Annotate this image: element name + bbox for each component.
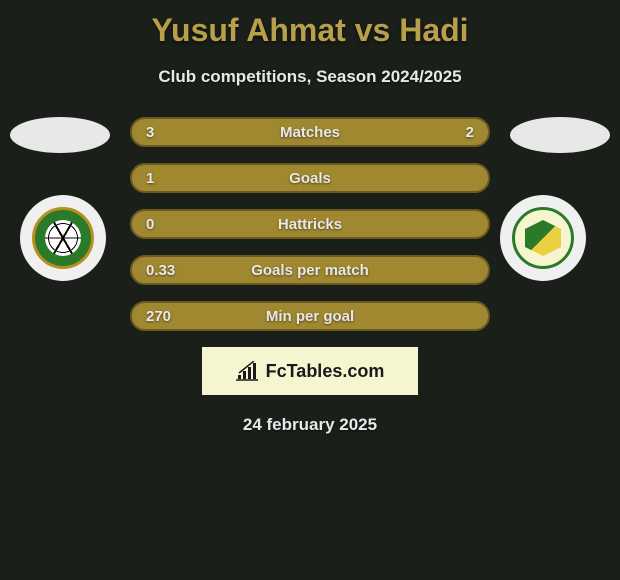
badge-circle-right — [500, 195, 586, 281]
stat-label: Goals per match — [251, 262, 369, 279]
player-silhouette-right — [510, 117, 610, 153]
stat-value-left: 3 — [146, 124, 186, 141]
comparison-title: Yusuf Ahmat vs Hadi — [0, 0, 620, 49]
stat-label: Goals — [289, 170, 331, 187]
stat-row: 0 Hattricks — [130, 209, 490, 239]
stat-row: 3 Matches 2 — [130, 117, 490, 147]
chart-icon — [236, 361, 260, 381]
stat-value-left: 270 — [146, 308, 186, 325]
stat-row: 1 Goals — [130, 163, 490, 193]
source-logo-box: FcTables.com — [202, 347, 418, 395]
stat-label: Matches — [280, 124, 340, 141]
badge-circle-left — [20, 195, 106, 281]
stat-label: Hattricks — [278, 216, 342, 233]
stat-value-right: 2 — [434, 124, 474, 141]
stat-value-left: 1 — [146, 170, 186, 187]
club-badge-left — [20, 195, 120, 281]
player-silhouette-left — [10, 117, 110, 153]
badge-emblem-right — [512, 207, 574, 269]
comparison-subtitle: Club competitions, Season 2024/2025 — [0, 67, 620, 87]
content-area: 3 Matches 2 1 Goals 0 Hattricks 0.33 Goa… — [0, 117, 620, 435]
comparison-date: 24 february 2025 — [0, 415, 620, 435]
stat-label: Min per goal — [266, 308, 354, 325]
stat-value-left: 0 — [146, 216, 186, 233]
club-badge-right — [500, 195, 600, 281]
stat-row: 0.33 Goals per match — [130, 255, 490, 285]
stat-value-left: 0.33 — [146, 262, 186, 279]
stat-row: 270 Min per goal — [130, 301, 490, 331]
source-logo-text: FcTables.com — [266, 361, 385, 382]
badge-emblem-left — [32, 207, 94, 269]
stat-rows-container: 3 Matches 2 1 Goals 0 Hattricks 0.33 Goa… — [130, 117, 490, 331]
